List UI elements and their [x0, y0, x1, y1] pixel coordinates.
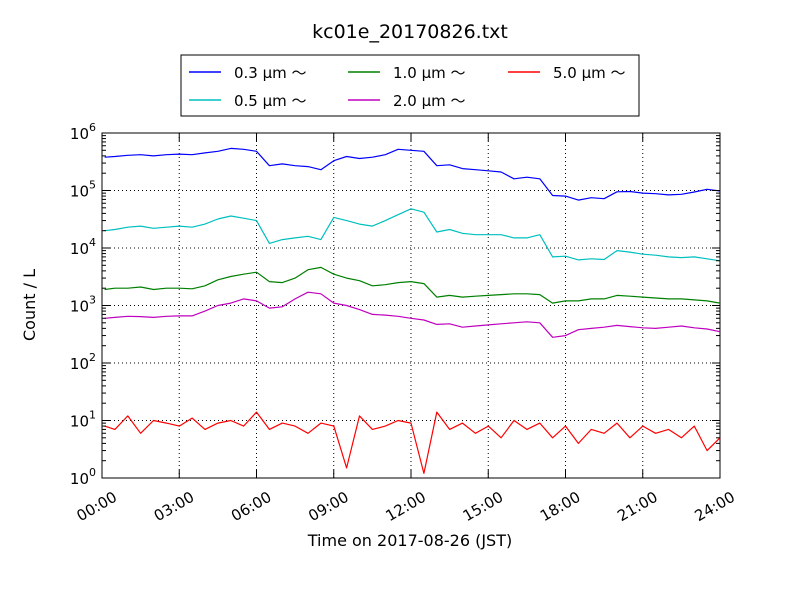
- grid: [102, 133, 720, 478]
- y-tick-label: 102: [70, 351, 96, 373]
- y-tick-label: 104: [70, 236, 96, 258]
- legend-label: 0.3 μm ～: [234, 64, 307, 82]
- y-tick-label: 100: [70, 466, 96, 488]
- legend-label: 5.0 μm ～: [553, 64, 626, 82]
- x-axis-label: Time on 2017-08-26 (JST): [307, 531, 512, 550]
- legend: 0.3 μm ～ 0.5 μm ～ 1.0 μm ～ 2.0 μm ～ 5.0 μm ～: [180, 54, 640, 117]
- legend-box: [180, 54, 640, 117]
- series-line: [104, 266, 721, 304]
- legend-label: 1.0 μm ～: [393, 64, 466, 82]
- y-axis-ticks: 100 101 102 103 104 105 106: [70, 121, 720, 488]
- series-line: [104, 411, 721, 474]
- y-tick-label: 101: [70, 409, 96, 431]
- legend-label: 2.0 μm ～: [393, 92, 466, 110]
- chart-title: kc01e_20170826.txt: [312, 21, 508, 43]
- series-line: [104, 291, 721, 338]
- series-line: [104, 208, 721, 262]
- y-tick-label: 103: [70, 294, 96, 316]
- legend-items: 0.3 μm ～ 0.5 μm ～ 1.0 μm ～ 2.0 μm ～ 5.0 μm ～: [189, 64, 626, 110]
- y-tick-label: 106: [70, 121, 96, 143]
- legend-label: 0.5 μm ～: [234, 92, 307, 110]
- series-line: [104, 147, 721, 201]
- y-axis-label: Count / L: [20, 269, 39, 341]
- series-lines: [104, 147, 721, 474]
- y-tick-label: 105: [70, 179, 96, 201]
